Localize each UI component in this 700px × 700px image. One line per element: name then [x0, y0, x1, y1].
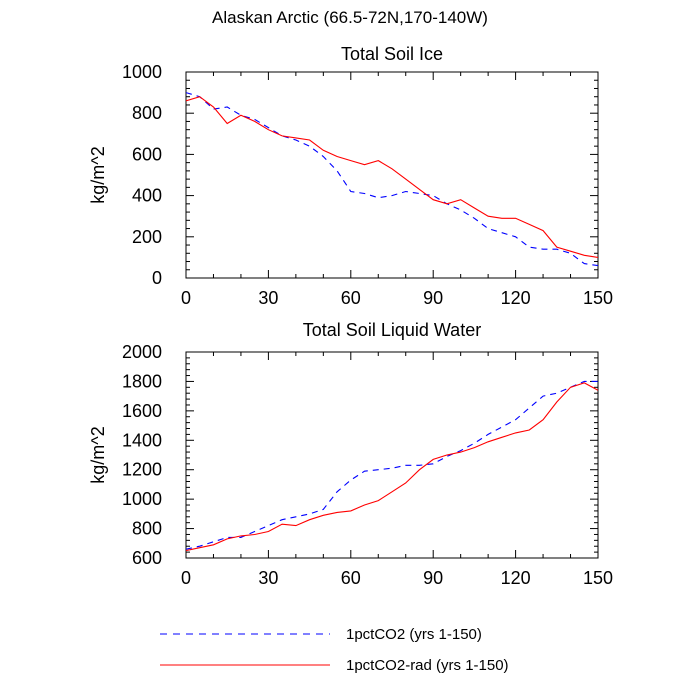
y-axis-label: kg/m^2 [88, 426, 108, 483]
plot-frame [185, 71, 599, 279]
y-tick-label: 1000 [122, 62, 162, 82]
x-tick-label: 120 [501, 568, 531, 588]
y-tick-label: 800 [132, 519, 162, 539]
chart-title-soil-ice: Total Soil Ice [340, 44, 444, 64]
x-tick-label: 30 [258, 568, 278, 588]
series-line-blue [186, 92, 598, 267]
y-tick-label: 1400 [122, 430, 162, 450]
plot-panel-0: 0 30 60 90 120 150 0 200 400 600 800 1000 kg/m^2 [88, 62, 613, 308]
plot-panel-1: 0 30 60 90 120 150 600 800 1000 1200 1400 1600 1800 2… [88, 342, 613, 588]
x-tick-label: 0 [181, 568, 191, 588]
y-tick-label: 800 [132, 103, 162, 123]
legend-label-1: 1pctCO2-rad (yrs 1-150) [346, 657, 509, 674]
y-tick-label: 0 [152, 268, 162, 288]
y-tick-label: 2000 [122, 342, 162, 362]
y-tick-label: 1800 [122, 371, 162, 391]
series-line-red [186, 96, 598, 258]
y-tick-label: 200 [132, 227, 162, 247]
y-tick-label: 600 [132, 144, 162, 164]
y-tick-label: 1000 [122, 489, 162, 509]
y-tick-label: 1200 [122, 460, 162, 480]
chart-title-soil-liquid-water: Total Soil Liquid Water [302, 320, 482, 340]
y-tick-label: 400 [132, 186, 162, 206]
x-tick-label: 90 [423, 288, 443, 308]
plot-frame [185, 351, 599, 559]
x-tick-label: 0 [181, 288, 191, 308]
series-line-red [186, 382, 598, 552]
y-tick-label: 600 [132, 548, 162, 568]
x-tick-label: 120 [501, 288, 531, 308]
x-tick-label: 90 [423, 568, 443, 588]
x-tick-label: 30 [258, 288, 278, 308]
legend-label-0: 1pctCO2 (yrs 1-150) [346, 626, 482, 643]
y-axis-label: kg/m^2 [88, 146, 108, 203]
x-tick-label: 150 [583, 288, 613, 308]
x-tick-label: 60 [341, 568, 361, 588]
y-tick-label: 1600 [122, 401, 162, 421]
series-line-blue [186, 380, 598, 550]
x-tick-label: 150 [583, 568, 613, 588]
figure-title: Alaskan Arctic (66.5-72N,170-140W) [212, 8, 488, 27]
x-tick-label: 60 [341, 288, 361, 308]
